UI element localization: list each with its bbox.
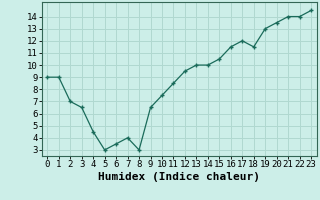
X-axis label: Humidex (Indice chaleur): Humidex (Indice chaleur) bbox=[98, 172, 260, 182]
